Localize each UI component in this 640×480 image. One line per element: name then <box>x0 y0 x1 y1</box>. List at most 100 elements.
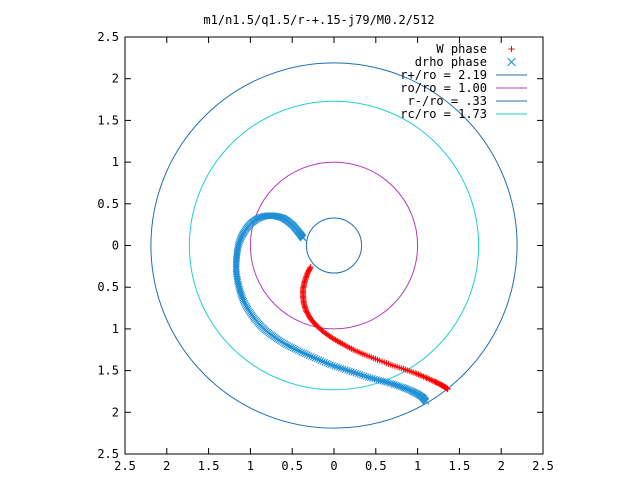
drho-phase-point <box>362 373 370 380</box>
legend-label: W phase <box>436 42 487 56</box>
y-tick-label: 2 <box>112 405 119 419</box>
drho-phase-point <box>387 380 394 387</box>
drho-phase-point <box>307 353 315 360</box>
drho-phase-point <box>377 377 385 384</box>
drho-phase-point <box>373 376 380 383</box>
drho-phase-point <box>381 378 389 386</box>
circle-curve <box>150 62 518 429</box>
legend-label: ro/ro = 1.00 <box>400 81 487 95</box>
x-axis: 2.5 2 1.5 1 0.5 0 0.5 1 1.5 2 2.5 <box>114 37 554 473</box>
w-phase-point <box>327 334 334 341</box>
drho-phase-point <box>348 368 355 376</box>
drho-phase-point <box>360 372 368 380</box>
drho-phase-point <box>298 348 306 356</box>
drho-phase-point <box>291 345 299 353</box>
x-tick-label: 2 <box>163 459 170 473</box>
drho-phase-point <box>300 349 307 357</box>
w-phase-point <box>304 309 311 316</box>
drho-phase-point <box>344 366 351 374</box>
y-tick-label: 2 <box>112 72 119 86</box>
drho-phase-point <box>335 364 343 371</box>
x-tick-label: 0.5 <box>365 459 387 473</box>
circle-curve <box>188 100 480 391</box>
drho-phase-point <box>329 362 337 369</box>
drho-phase-point <box>302 350 309 358</box>
drho-phase-point <box>313 355 321 363</box>
legend-label: drho phase <box>415 55 487 69</box>
w-phase-point <box>306 313 313 320</box>
drho-phase-point <box>294 347 302 354</box>
w-phase-point <box>304 310 311 317</box>
drho-phase-point <box>303 351 311 359</box>
drho-phase-point <box>341 366 349 373</box>
drho-phase-point <box>321 358 329 366</box>
drho-phase-point <box>315 356 323 364</box>
drho-phase-point <box>327 361 335 369</box>
x-tick-label: 2 <box>498 459 505 473</box>
legend-label: r-/ro = .33 <box>408 94 487 108</box>
x-tick-label: 2.5 <box>114 459 136 473</box>
y-tick-label: 1.5 <box>97 113 119 127</box>
drho-phase-point <box>346 367 353 375</box>
chart-title: m1/n1.5/q1.5/r-+.15-j79/M0.2/512 <box>203 13 434 27</box>
drho-phase-point <box>339 365 347 373</box>
drho-phase-point <box>284 342 292 349</box>
y-axis: 2.5 2 1.5 1 0.5 0 0.5 1 1.5 2 2.5 <box>97 30 543 461</box>
drho-phase-point <box>319 358 327 365</box>
circle-curve <box>305 217 363 274</box>
legend-marker <box>508 46 515 52</box>
drho-phase-point <box>369 375 376 382</box>
y-tick-label: 1 <box>112 155 119 169</box>
drho-phase-point <box>358 371 366 379</box>
drho-phase-point <box>352 369 360 377</box>
drho-phase-point <box>331 362 339 370</box>
x-tick-label: 0 <box>330 459 337 473</box>
drho-phase-point <box>337 364 345 372</box>
drho-phase-point <box>367 374 374 382</box>
drho-phase-point <box>356 371 364 378</box>
drho-phase-point <box>296 348 304 355</box>
drho-phase-point <box>293 346 300 354</box>
w-phase-point <box>303 308 310 315</box>
x-tick-label: 1.5 <box>198 459 220 473</box>
drho-phase-point <box>354 370 362 378</box>
drho-phase-point <box>317 357 325 364</box>
legend-label: rc/ro = 1.73 <box>400 107 487 121</box>
drho-phase-point <box>333 363 341 371</box>
w-phase-point <box>444 385 451 392</box>
drho-phase-point <box>375 376 383 384</box>
drho-phase-point <box>371 375 378 383</box>
y-tick-label: 0 <box>112 239 119 253</box>
drho-phase-point <box>305 352 313 359</box>
x-tick-label: 2.5 <box>532 459 554 473</box>
y-tick-label: 1 <box>112 322 119 336</box>
x-tick-label: 1 <box>414 459 421 473</box>
drho-phase-point <box>350 369 357 376</box>
drho-phase-point <box>323 359 331 367</box>
drho-phase-point <box>325 360 333 368</box>
drho-phase-point <box>286 343 294 350</box>
y-tick-label: 1.5 <box>97 364 119 378</box>
drho-phase-point <box>282 341 290 349</box>
plot-area <box>150 62 518 429</box>
drho-phase-point <box>288 343 295 351</box>
drho-phase-point <box>383 378 391 386</box>
y-tick-label: 2.5 <box>97 447 119 461</box>
x-tick-label: 1.5 <box>449 459 471 473</box>
legend-label: r+/ro = 2.19 <box>400 68 487 82</box>
y-tick-label: 2.5 <box>97 30 119 44</box>
x-tick-label: 1 <box>247 459 254 473</box>
drho-phase-point <box>385 379 392 387</box>
legend-marker <box>507 57 516 67</box>
x-tick-label: 0.5 <box>281 459 303 473</box>
drho-phase-point <box>289 344 297 352</box>
circle-curve <box>249 161 419 330</box>
drho-phase-point <box>311 354 319 362</box>
drho-phase-point <box>379 377 387 385</box>
y-tick-label: 0.5 <box>97 280 119 294</box>
w-phase-point <box>305 312 312 319</box>
drho-phase-point <box>309 353 317 361</box>
drho-phase-point <box>422 398 430 405</box>
